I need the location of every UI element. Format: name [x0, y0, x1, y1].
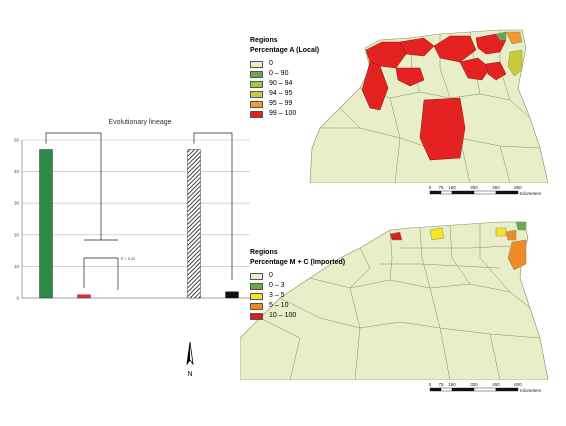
region-95-99	[505, 31, 523, 45]
scale-segment	[495, 190, 519, 195]
region-5-10	[507, 239, 527, 271]
legend-subtitle: Percentage A (Local)	[250, 46, 320, 54]
legend-title: Regions	[250, 37, 278, 44]
scale-unit: Kilometers	[520, 388, 542, 393]
bar	[39, 149, 53, 299]
region-3-5-b	[495, 227, 507, 237]
legend-label: 0 – 3	[269, 282, 285, 290]
map-imported	[240, 221, 548, 380]
legend-subtitle: Percentage M + C (Imported)	[250, 258, 346, 266]
legend-label: 0 – 90	[269, 70, 289, 78]
legend-label: 10 – 100	[269, 312, 297, 320]
y-tick-label: 10	[14, 264, 20, 269]
bar	[187, 149, 201, 299]
y-tick-label: 0	[16, 296, 19, 301]
scale-label: 0	[429, 382, 432, 387]
scale-label: 450	[492, 382, 500, 387]
scale-segment	[440, 190, 453, 195]
map-local	[309, 29, 548, 183]
bar-chart: Evolutionary lineage 0 10 20 30 40 50 P = 0.2…	[14, 119, 250, 301]
legend-item: 0	[250, 59, 319, 69]
y-tick-label: 20	[14, 232, 20, 237]
legend-item: 0 – 3	[250, 281, 345, 291]
scale-segment	[473, 190, 497, 195]
region-10-100	[389, 231, 403, 241]
significance-brackets: P = 0.22	[45, 132, 233, 290]
legend-label: 94 – 95	[269, 90, 293, 98]
legend-imported: Regions Percentage M + C (Imported) 0 0 –…	[250, 248, 345, 321]
legend-local: Regions Percentage A (Local) 0 0 – 90 90 –…	[250, 36, 319, 119]
legend-label: 0	[269, 272, 273, 280]
legend-label: 5 – 10	[269, 302, 289, 310]
scale-label: 300	[470, 185, 478, 190]
significance-bracket	[45, 132, 102, 240]
legend-swatch	[250, 272, 263, 280]
scale-unit: Kilometers	[520, 191, 542, 196]
region-94-95	[507, 49, 523, 77]
region-3-5-a	[429, 227, 445, 241]
y-tick-label: 40	[14, 169, 20, 174]
legend-swatch	[250, 302, 263, 310]
scale-bar-imported: 0 75 150 300 450 600 Kilometers	[428, 381, 558, 395]
legend-item: 94 – 95	[250, 89, 319, 99]
scale-label: 150	[448, 382, 456, 387]
regions-99-100	[361, 33, 507, 161]
legend-item: 3 – 5	[250, 291, 345, 301]
legend-item: 90 – 94	[250, 79, 319, 89]
scale-label: 0	[429, 185, 432, 190]
legend-swatch	[250, 100, 263, 108]
legend-item: 0 – 90	[250, 69, 319, 79]
scale-segment	[451, 387, 475, 392]
scale-label: 600	[514, 185, 522, 190]
map-land	[240, 221, 548, 380]
north-arrow-label: N	[187, 371, 192, 378]
legend-item: 5 – 10	[250, 301, 345, 311]
legend-swatch	[250, 70, 263, 78]
legend-swatch	[250, 60, 263, 68]
legend-swatch	[250, 110, 263, 118]
legend-item: 10 – 100	[250, 311, 345, 321]
scale-label: 300	[470, 382, 478, 387]
scale-label: 75	[438, 185, 444, 190]
legend-swatch	[250, 282, 263, 290]
legend-label: 0	[269, 60, 273, 68]
legend-swatch	[250, 312, 263, 320]
region-5-10-b	[505, 229, 517, 241]
legend-label: 99 – 100	[269, 110, 297, 118]
legend-swatch	[250, 292, 263, 300]
chart-title: Evolutionary lineage	[108, 119, 171, 126]
scale-segment	[495, 387, 519, 392]
scale-segment	[440, 387, 453, 392]
scale-segment	[429, 190, 442, 195]
north-arrow-icon: N	[186, 341, 194, 378]
scale-label: 450	[492, 185, 500, 190]
region-0-90	[495, 31, 507, 41]
legend-label: 3 – 5	[269, 292, 285, 300]
scale-segment	[451, 190, 475, 195]
y-tick-label: 30	[14, 201, 20, 206]
scale-label: 75	[438, 382, 444, 387]
scale-label: 150	[448, 185, 456, 190]
legend-title: Regions	[250, 249, 278, 256]
region-0-3	[515, 221, 527, 231]
legend-label: 95 – 99	[269, 100, 293, 108]
bar	[225, 291, 239, 299]
scale-label: 600	[514, 382, 522, 387]
significance-label: P = 0.22	[121, 257, 135, 261]
legend-swatch	[250, 90, 263, 98]
legend-swatch	[250, 80, 263, 88]
legend-label: 90 – 94	[269, 80, 293, 88]
legend-item: 95 – 99	[250, 99, 319, 109]
y-tick-label: 50	[14, 138, 20, 143]
scale-segment	[429, 387, 442, 392]
significance-bracket	[83, 257, 119, 290]
scale-segment	[473, 387, 497, 392]
significance-bracket	[193, 132, 233, 280]
legend-item: 0	[250, 271, 345, 281]
bar	[77, 294, 91, 299]
scale-bar-local: 0 75 150 300 450 600 Kilometers	[428, 184, 558, 198]
legend-item: 99 – 100	[250, 109, 319, 119]
